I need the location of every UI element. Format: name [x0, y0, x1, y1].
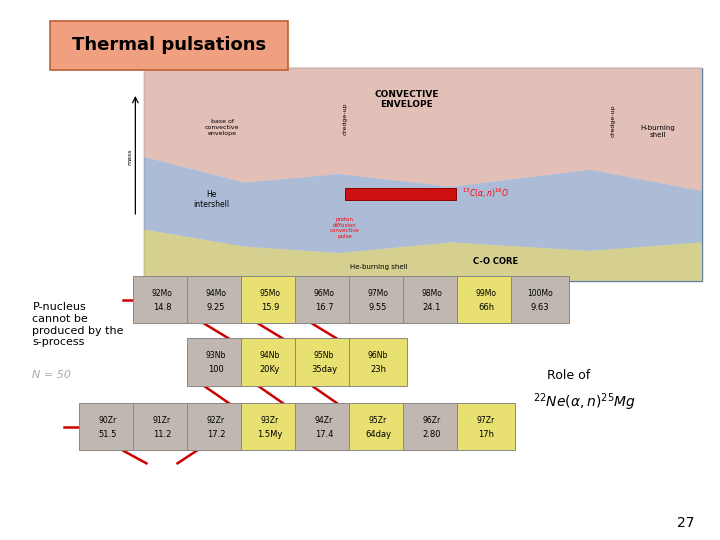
FancyBboxPatch shape: [403, 403, 461, 450]
Text: 94Mo: 94Mo: [205, 289, 227, 298]
Text: $^{13}C(\alpha,n)^{16}O$: $^{13}C(\alpha,n)^{16}O$: [462, 187, 509, 200]
FancyBboxPatch shape: [511, 276, 569, 323]
Text: dredge-up: dredge-up: [343, 103, 347, 135]
Text: 90Zr: 90Zr: [99, 416, 117, 425]
FancyBboxPatch shape: [349, 276, 407, 323]
FancyBboxPatch shape: [187, 403, 245, 450]
FancyBboxPatch shape: [349, 338, 407, 386]
Text: Thermal pulsations: Thermal pulsations: [72, 36, 266, 55]
Text: 96Mo: 96Mo: [313, 289, 335, 298]
Text: 35day: 35day: [311, 365, 337, 374]
Text: 100: 100: [208, 365, 224, 374]
Text: P-nucleus
cannot be
produced by the
s-process: P-nucleus cannot be produced by the s-pr…: [32, 302, 124, 347]
Text: 94Zr: 94Zr: [315, 416, 333, 425]
Text: 16.7: 16.7: [315, 303, 333, 312]
FancyBboxPatch shape: [241, 276, 299, 323]
Polygon shape: [144, 68, 702, 191]
Polygon shape: [144, 157, 702, 253]
Text: 51.5: 51.5: [99, 430, 117, 439]
Text: 64day: 64day: [365, 430, 391, 439]
Text: 96Nb: 96Nb: [368, 351, 388, 360]
Text: 94Nb: 94Nb: [260, 351, 280, 360]
Text: 93Zr: 93Zr: [261, 416, 279, 425]
FancyBboxPatch shape: [79, 403, 137, 450]
Text: 17.4: 17.4: [315, 430, 333, 439]
FancyBboxPatch shape: [457, 276, 515, 323]
Text: mass: mass: [127, 149, 132, 165]
Text: 99Mo: 99Mo: [475, 289, 497, 298]
Text: 96Zr: 96Zr: [423, 416, 441, 425]
Text: 91Zr: 91Zr: [153, 416, 171, 425]
FancyBboxPatch shape: [241, 338, 299, 386]
Text: base of
convective
envelope: base of convective envelope: [205, 119, 239, 136]
Polygon shape: [144, 230, 702, 281]
Text: 24.1: 24.1: [423, 303, 441, 312]
FancyBboxPatch shape: [295, 276, 353, 323]
Text: C-O CORE: C-O CORE: [473, 257, 518, 266]
Text: 97Mo: 97Mo: [367, 289, 389, 298]
FancyBboxPatch shape: [403, 276, 461, 323]
Text: 14.8: 14.8: [153, 303, 171, 312]
FancyBboxPatch shape: [187, 338, 245, 386]
Text: 95Mo: 95Mo: [259, 289, 281, 298]
FancyBboxPatch shape: [50, 21, 288, 70]
FancyBboxPatch shape: [345, 188, 456, 200]
Text: 23h: 23h: [370, 365, 386, 374]
Text: dredge-up: dredge-up: [611, 105, 615, 137]
FancyBboxPatch shape: [187, 276, 245, 323]
Text: 92Zr: 92Zr: [207, 416, 225, 425]
Text: 92Mo: 92Mo: [152, 289, 172, 298]
Text: 11.2: 11.2: [153, 430, 171, 439]
Text: 9.55: 9.55: [369, 303, 387, 312]
Text: H-burning
shell: H-burning shell: [640, 125, 675, 138]
Text: 9.25: 9.25: [207, 303, 225, 312]
Text: He
intershell: He intershell: [193, 190, 229, 210]
FancyBboxPatch shape: [133, 276, 191, 323]
Text: 20Ky: 20Ky: [260, 365, 280, 374]
Text: 95Nb: 95Nb: [314, 351, 334, 360]
Text: $^{22}Ne(\alpha,n)^{25}Mg$: $^{22}Ne(\alpha,n)^{25}Mg$: [533, 392, 636, 413]
Text: 97Zr: 97Zr: [477, 416, 495, 425]
FancyBboxPatch shape: [349, 403, 407, 450]
Text: N = 50: N = 50: [32, 370, 71, 380]
Text: 95Zr: 95Zr: [369, 416, 387, 425]
Text: 98Mo: 98Mo: [422, 289, 442, 298]
FancyBboxPatch shape: [241, 403, 299, 450]
Text: 17h: 17h: [478, 430, 494, 439]
Text: 93Nb: 93Nb: [206, 351, 226, 360]
Text: 1.5My: 1.5My: [257, 430, 283, 439]
Text: proton
diffusion
convective
pulse: proton diffusion convective pulse: [330, 217, 360, 239]
FancyBboxPatch shape: [295, 338, 353, 386]
Text: Role of: Role of: [547, 369, 590, 382]
FancyBboxPatch shape: [133, 403, 191, 450]
Text: 17.2: 17.2: [207, 430, 225, 439]
FancyBboxPatch shape: [144, 68, 702, 281]
FancyBboxPatch shape: [457, 403, 515, 450]
Text: 2.80: 2.80: [423, 430, 441, 439]
FancyBboxPatch shape: [295, 403, 353, 450]
Text: 9.63: 9.63: [531, 303, 549, 312]
Text: 66h: 66h: [478, 303, 494, 312]
Text: CONVECTIVE
ENVELOPE: CONVECTIVE ENVELOPE: [374, 90, 438, 109]
Text: 27: 27: [678, 516, 695, 530]
Text: 100Mo: 100Mo: [527, 289, 553, 298]
Text: He-burning shell: He-burning shell: [349, 264, 408, 270]
Text: 15.9: 15.9: [261, 303, 279, 312]
